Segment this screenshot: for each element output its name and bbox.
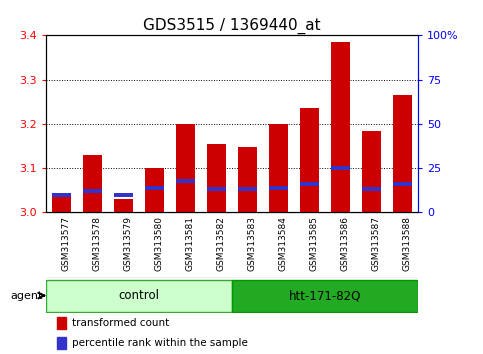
Bar bbox=[176, 124, 195, 212]
Bar bbox=[83, 189, 102, 193]
Bar bbox=[83, 155, 102, 212]
Bar bbox=[331, 42, 350, 212]
Bar bbox=[232, 280, 418, 312]
Bar bbox=[238, 187, 256, 192]
Bar bbox=[269, 185, 288, 190]
Bar bbox=[57, 316, 66, 329]
Bar bbox=[52, 195, 71, 212]
Bar bbox=[57, 337, 66, 349]
Title: GDS3515 / 1369440_at: GDS3515 / 1369440_at bbox=[143, 18, 321, 34]
Bar bbox=[362, 131, 381, 212]
Bar bbox=[52, 193, 71, 197]
Text: percentile rank within the sample: percentile rank within the sample bbox=[72, 338, 248, 348]
Bar bbox=[145, 168, 164, 212]
Text: GSM313582: GSM313582 bbox=[216, 216, 226, 270]
Bar bbox=[238, 147, 256, 212]
Text: GSM313583: GSM313583 bbox=[247, 216, 256, 271]
Text: control: control bbox=[118, 289, 159, 302]
Bar bbox=[269, 124, 288, 212]
Bar bbox=[207, 144, 226, 212]
Bar bbox=[393, 182, 412, 186]
Text: GSM313578: GSM313578 bbox=[92, 216, 101, 271]
Bar bbox=[393, 95, 412, 212]
Text: GSM313581: GSM313581 bbox=[185, 216, 194, 271]
Text: GSM313579: GSM313579 bbox=[123, 216, 132, 271]
Text: GSM313585: GSM313585 bbox=[309, 216, 318, 271]
Text: GSM313586: GSM313586 bbox=[341, 216, 349, 271]
Bar bbox=[207, 187, 226, 192]
Bar bbox=[300, 182, 319, 186]
Bar bbox=[362, 187, 381, 192]
Text: GSM313577: GSM313577 bbox=[61, 216, 71, 271]
Bar bbox=[176, 178, 195, 183]
Bar bbox=[114, 193, 133, 197]
Text: GSM313584: GSM313584 bbox=[278, 216, 287, 270]
Text: htt-171-82Q: htt-171-82Q bbox=[289, 289, 361, 302]
Text: GSM313588: GSM313588 bbox=[402, 216, 412, 271]
Text: transformed count: transformed count bbox=[72, 318, 169, 328]
Bar bbox=[114, 199, 133, 212]
Text: agent: agent bbox=[11, 291, 43, 301]
Bar bbox=[300, 108, 319, 212]
Text: GSM313580: GSM313580 bbox=[155, 216, 163, 271]
Bar bbox=[46, 280, 232, 312]
Text: GSM313587: GSM313587 bbox=[371, 216, 380, 271]
Bar bbox=[331, 166, 350, 170]
Bar bbox=[145, 185, 164, 190]
